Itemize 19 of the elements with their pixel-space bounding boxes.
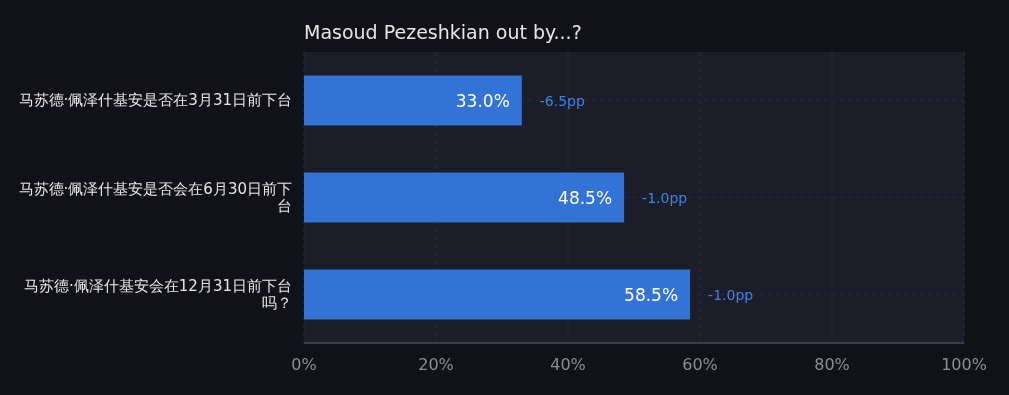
y-tick-label: 马苏德·佩泽什基安是否会在6月30日前下台 (17, 179, 292, 215)
x-tick-label: 80% (814, 355, 850, 374)
annotation: -1.0pp (642, 189, 688, 206)
y-tick-label: 马苏德·佩泽什基安是否在3月31日前下台 (17, 91, 292, 109)
x-tick-label: 20% (418, 355, 454, 374)
bar (304, 269, 691, 320)
y-tick-label: 马苏德·佩泽什基安会在12月31日前下台吗？ (23, 276, 292, 312)
chart-title: Masoud Pezeshkian out by...? (304, 21, 582, 43)
bar (304, 172, 625, 223)
data-label: 33.0% (455, 90, 510, 111)
bar (304, 75, 522, 126)
x-tick-label: 100% (941, 355, 987, 374)
data-label: 58.5% (624, 284, 679, 305)
x-tick-label: 40% (550, 355, 586, 374)
annotation: -6.5pp (539, 92, 585, 109)
data-label: 48.5% (558, 187, 613, 208)
x-tick-label: 0% (291, 355, 317, 374)
annotation: -1.0pp (708, 286, 754, 303)
x-tick-label: 60% (682, 355, 718, 374)
